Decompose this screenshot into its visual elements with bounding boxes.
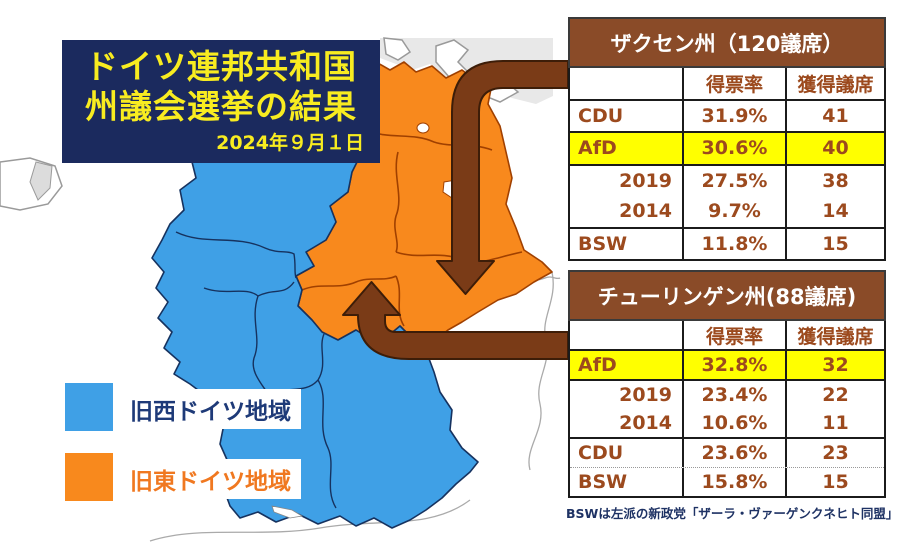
west-state-borders xyxy=(175,231,337,509)
party-label: BSW xyxy=(570,228,684,259)
bsw-footnote: BSWは左派の新政党「ザーラ・ヴァーゲンクネヒト同盟」 xyxy=(566,506,899,521)
seats-value: 15 xyxy=(822,471,849,493)
east-state-borders xyxy=(301,129,523,327)
denmark-shape xyxy=(383,37,412,61)
seats-column-header: 獲得議席 xyxy=(797,73,874,96)
western-neighbors xyxy=(0,157,63,211)
lake-constance-shape xyxy=(271,505,304,519)
seats-value: 32 xyxy=(822,354,849,376)
thuringia-north-border-line xyxy=(301,275,397,291)
legend-west-swatch xyxy=(65,383,113,431)
saxony-results-table: ザクセン州（120議席） 得票率 獲得議席 CDU 31.9% 41 AfD 3… xyxy=(568,17,886,261)
title-banner: ドイツ連邦共和国 州議会選挙の結果 2024年９月１日 xyxy=(62,40,380,163)
saxony-table-title: ザクセン州（120議席） xyxy=(568,17,886,68)
table-row-afd-2019: 2019 23.4% 22 xyxy=(570,379,884,409)
table-row-bsw: BSW 15.8% 15 xyxy=(570,467,884,496)
title-date: 2024年９月１日 xyxy=(216,132,364,154)
netherlands-gray-patch xyxy=(29,161,53,201)
vote-share-value: 23.6% xyxy=(684,439,787,467)
party-label: CDU xyxy=(570,439,684,467)
hesse-north-border-line xyxy=(257,281,295,297)
saxony-anhalt-border-line xyxy=(394,151,400,253)
vote-share-value: 23.4% xyxy=(684,381,787,409)
vote-share-value: 11.8% xyxy=(684,228,787,259)
empty-header-cell xyxy=(570,68,684,99)
thuringia-table-grid: 得票率 獲得議席 AfD 32.8% 32 2019 23.4% 22 2014… xyxy=(568,321,886,498)
table-row-afd-2014: 2014 9.7% 14 xyxy=(570,196,884,227)
empty-header-cell xyxy=(570,321,684,349)
title-line-1: ドイツ連邦共和国 xyxy=(85,47,357,86)
hesse-bavaria-thuringia-border-line xyxy=(317,333,325,381)
vote-share-value: 9.7% xyxy=(684,196,787,227)
legend-west-label: 旧西ドイツ地域 xyxy=(120,389,301,429)
seats-value: 40 xyxy=(822,137,849,160)
party-label: AfD xyxy=(570,133,684,164)
thuringia-saxony-border-line xyxy=(395,275,405,327)
thuringia-arrow xyxy=(342,281,569,360)
table-column-header-row: 得票率 獲得議席 xyxy=(570,321,884,349)
seats-value: 15 xyxy=(822,232,849,255)
title-line-2: 州議会選挙の結果 xyxy=(85,87,357,126)
seats-value: 11 xyxy=(822,412,849,434)
seats-column-header: 獲得議席 xyxy=(797,325,874,348)
year-label: 2014 xyxy=(570,409,684,437)
table-row-afd-highlighted: AfD 30.6% 40 xyxy=(570,131,884,164)
table-row-afd-highlighted: AfD 32.8% 32 xyxy=(570,349,884,379)
czech-border-line xyxy=(528,271,554,471)
table-column-header-row: 得票率 獲得議席 xyxy=(570,68,884,99)
thuringia-results-table: チューリンゲン州(88議席) 得票率 獲得議席 AfD 32.8% 32 201… xyxy=(568,270,886,498)
bw-bavaria-border-line xyxy=(317,379,337,509)
vote-share-value: 10.6% xyxy=(684,409,787,437)
ruegen-island-shape xyxy=(435,39,472,79)
seats-value: 23 xyxy=(822,442,849,464)
table-row-cdu: CDU 31.9% 41 xyxy=(570,98,884,131)
lake-mueritz-shape xyxy=(416,122,430,134)
seats-value: 22 xyxy=(822,384,849,406)
lower-saxony-nrw-border-line xyxy=(175,231,297,279)
seats-value: 38 xyxy=(822,169,849,192)
vote-share-value: 27.5% xyxy=(684,165,787,196)
vote-share-value: 32.8% xyxy=(684,351,787,379)
rhineland-hesse-border-line xyxy=(252,295,269,395)
year-label: 2014 xyxy=(570,196,684,227)
saxony-arrow xyxy=(436,60,569,295)
vote-share-column-header: 得票率 xyxy=(684,321,787,349)
seats-value: 14 xyxy=(822,200,849,223)
seats-value: 41 xyxy=(822,104,849,127)
austria-border-line xyxy=(149,499,471,542)
saxony-table-grid: 得票率 獲得議席 CDU 31.9% 41 AfD 30.6% 40 2019 … xyxy=(568,68,886,261)
table-row-cdu: CDU 23.6% 23 xyxy=(570,437,884,467)
legend-east-label: 旧東ドイツ地域 xyxy=(120,459,301,499)
table-row-bsw: BSW 11.8% 15 xyxy=(570,226,884,259)
table-row-afd-2014: 2014 10.6% 11 xyxy=(570,409,884,437)
vote-share-value: 30.6% xyxy=(684,133,787,164)
table-row-afd-2019: 2019 27.5% 38 xyxy=(570,163,884,196)
legend-east-swatch xyxy=(65,453,113,501)
party-label: CDU xyxy=(570,100,684,131)
year-label: 2019 xyxy=(570,165,684,196)
thuringia-table-title: チューリンゲン州(88議席) xyxy=(568,270,886,321)
party-label: AfD xyxy=(570,351,684,379)
pointer-arrows xyxy=(342,60,569,360)
nrw-south-border-line xyxy=(203,287,259,297)
year-label: 2019 xyxy=(570,381,684,409)
vote-share-value: 31.9% xyxy=(684,100,787,131)
vote-share-value: 15.8% xyxy=(684,468,787,496)
vote-share-column-header: 得票率 xyxy=(684,68,787,99)
party-label: BSW xyxy=(570,468,684,496)
